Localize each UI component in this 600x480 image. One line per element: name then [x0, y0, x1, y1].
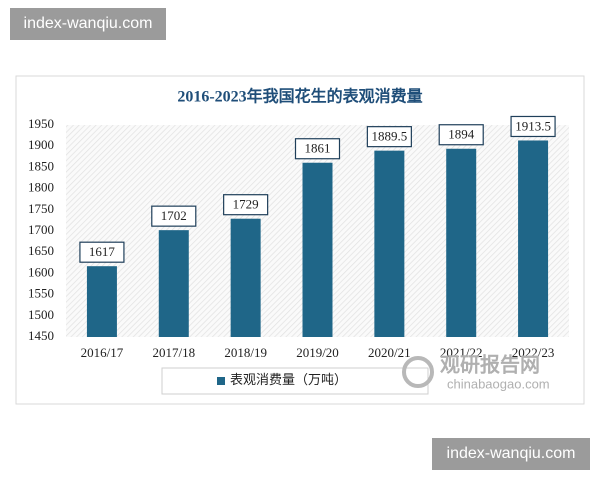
data-label: 1861: [305, 141, 331, 156]
x-tick-label: 2019/20: [296, 345, 339, 360]
data-label: 1702: [161, 208, 187, 223]
x-tick-label: 2016/17: [81, 345, 124, 360]
data-label: 1889.5: [371, 129, 407, 144]
y-tick-label: 1700: [28, 222, 54, 237]
chart-title: 2016-2023年我国花生的表观消费量: [177, 87, 422, 106]
y-tick-label: 1750: [28, 201, 54, 216]
bar: [302, 162, 333, 337]
y-tick-label: 1900: [28, 137, 54, 152]
logo-name: 观研报告网: [440, 353, 540, 377]
data-label-box: [438, 124, 484, 146]
x-tick-label: 2018/19: [224, 345, 267, 360]
y-tick-label: 1500: [28, 307, 54, 322]
x-tick-label: 2017/18: [152, 345, 195, 360]
bar: [518, 140, 549, 337]
watermark-box: [10, 8, 166, 40]
data-label-box: [151, 205, 197, 227]
logo-icon: [402, 356, 434, 388]
data-label-box: [79, 241, 125, 263]
x-tick-label: 2020/21: [368, 345, 411, 360]
data-label-box: [366, 126, 412, 148]
legend-swatch: [217, 377, 225, 385]
bar: [230, 218, 261, 337]
x-tick-label: 2021/22: [440, 345, 483, 360]
y-tick-label: 1450: [28, 328, 54, 343]
y-tick-label: 1600: [28, 264, 54, 279]
data-label-box: [510, 115, 556, 138]
watermark-box: [432, 438, 590, 470]
legend-box: [161, 367, 429, 395]
data-label-box: [294, 138, 341, 160]
y-tick-label: 1800: [28, 180, 54, 195]
data-label: 1617: [89, 244, 116, 259]
data-label-box: [223, 194, 269, 216]
bar: [86, 266, 117, 337]
y-tick-label: 1950: [28, 116, 54, 131]
watermark: index-wanqiu.com: [24, 15, 153, 32]
data-label: 1729: [233, 197, 259, 212]
x-tick-label: 2022/23: [512, 345, 555, 360]
bar: [374, 150, 405, 337]
logo-site: chinabaogao.com: [447, 376, 550, 391]
bar: [158, 230, 189, 337]
watermark: index-wanqiu.com: [447, 445, 576, 462]
y-tick-label: 1550: [28, 286, 54, 301]
y-tick-label: 1850: [28, 158, 54, 173]
data-label: 1894: [448, 127, 475, 142]
y-tick-label: 1650: [28, 243, 54, 258]
data-label: 1913.5: [515, 118, 551, 133]
legend-label: 表观消费量（万吨）: [230, 372, 347, 387]
bar: [446, 148, 477, 337]
